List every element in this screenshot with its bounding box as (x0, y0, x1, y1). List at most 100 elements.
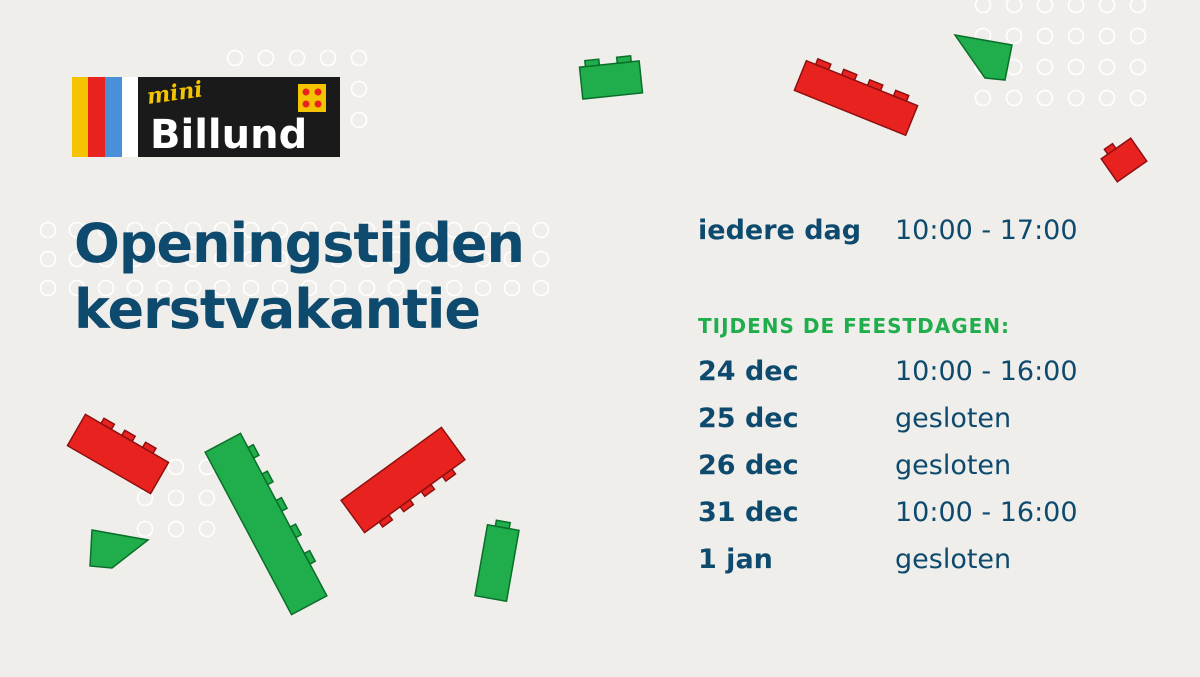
dot (97, 221, 115, 239)
dot (474, 250, 492, 268)
dot (288, 49, 306, 67)
dot (532, 279, 550, 297)
dot (184, 250, 202, 268)
dot (39, 250, 57, 268)
dot (416, 279, 434, 297)
dot (155, 250, 173, 268)
dot (1067, 0, 1085, 14)
holiday-date: 24 dec (698, 356, 799, 387)
holiday-hours: gesloten (895, 403, 1011, 434)
dot (39, 221, 57, 239)
dot (329, 250, 347, 268)
dot (1129, 89, 1147, 107)
dot (445, 279, 463, 297)
brick (66, 413, 170, 495)
dot (97, 250, 115, 268)
logo-name: Billund (150, 112, 307, 158)
brick (474, 519, 520, 603)
dot (1098, 0, 1116, 14)
dot (257, 49, 275, 67)
dot (974, 89, 992, 107)
holiday-date: 25 dec (698, 403, 799, 434)
dot (213, 250, 231, 268)
holiday-hours: gesloten (895, 450, 1011, 481)
dot (271, 250, 289, 268)
dot (387, 250, 405, 268)
dot (350, 49, 368, 67)
dot (155, 221, 173, 239)
dot (503, 250, 521, 268)
dot (974, 0, 992, 14)
dot (1005, 0, 1023, 14)
dot (1005, 89, 1023, 107)
holiday-rows: 24 dec 10:00 - 16:00 25 dec gesloten 26 dec g… (698, 356, 1078, 575)
dot (532, 221, 550, 239)
dot (1067, 89, 1085, 107)
dot (300, 279, 318, 297)
dot (242, 250, 260, 268)
dot (445, 221, 463, 239)
dot (271, 279, 289, 297)
dot (167, 458, 185, 476)
dot (1098, 27, 1116, 45)
dot (319, 49, 337, 67)
title-line: kerstvakantie (74, 278, 480, 341)
dot (1036, 58, 1054, 76)
holiday-hours: 10:00 - 16:00 (895, 497, 1078, 528)
dot (226, 49, 244, 67)
dot (39, 279, 57, 297)
dot (68, 279, 86, 297)
dot (358, 250, 376, 268)
brick (204, 432, 328, 616)
dot (1067, 27, 1085, 45)
dot (184, 221, 202, 239)
brick (89, 529, 150, 569)
brick (1100, 137, 1148, 183)
dot (1129, 27, 1147, 45)
daily-hours: 10:00 - 17:00 (895, 215, 1078, 246)
dot (1098, 89, 1116, 107)
dot (329, 279, 347, 297)
holidays-heading: TIJDENS DE FEESTDAGEN: (698, 314, 1010, 338)
dot (350, 80, 368, 98)
dot (387, 279, 405, 297)
dot (1067, 58, 1085, 76)
dot (126, 221, 144, 239)
dot (126, 279, 144, 297)
brick (578, 54, 644, 100)
dot (167, 489, 185, 507)
dot (474, 279, 492, 297)
dot (474, 221, 492, 239)
dot (1036, 89, 1054, 107)
dot (1098, 58, 1116, 76)
dot (136, 520, 154, 538)
dot (358, 279, 376, 297)
dot (167, 520, 185, 538)
dot (503, 279, 521, 297)
dot (271, 221, 289, 239)
dot (329, 221, 347, 239)
dot (155, 279, 173, 297)
dot (97, 279, 115, 297)
dot (68, 221, 86, 239)
logo: mini Billund (72, 76, 340, 158)
holiday-date: 31 dec (698, 497, 799, 528)
dot (242, 221, 260, 239)
dot (126, 250, 144, 268)
dot (1036, 0, 1054, 14)
dot (300, 250, 318, 268)
title-line: Openingstijden (74, 212, 524, 275)
holiday-hours: 10:00 - 16:00 (895, 356, 1078, 387)
dot (198, 520, 216, 538)
dot (445, 250, 463, 268)
dot (503, 221, 521, 239)
dot (300, 221, 318, 239)
brick (953, 33, 1013, 81)
dot (416, 221, 434, 239)
dot (213, 279, 231, 297)
holiday-date: 26 dec (698, 450, 799, 481)
dot (1036, 27, 1054, 45)
dot (1005, 27, 1023, 45)
